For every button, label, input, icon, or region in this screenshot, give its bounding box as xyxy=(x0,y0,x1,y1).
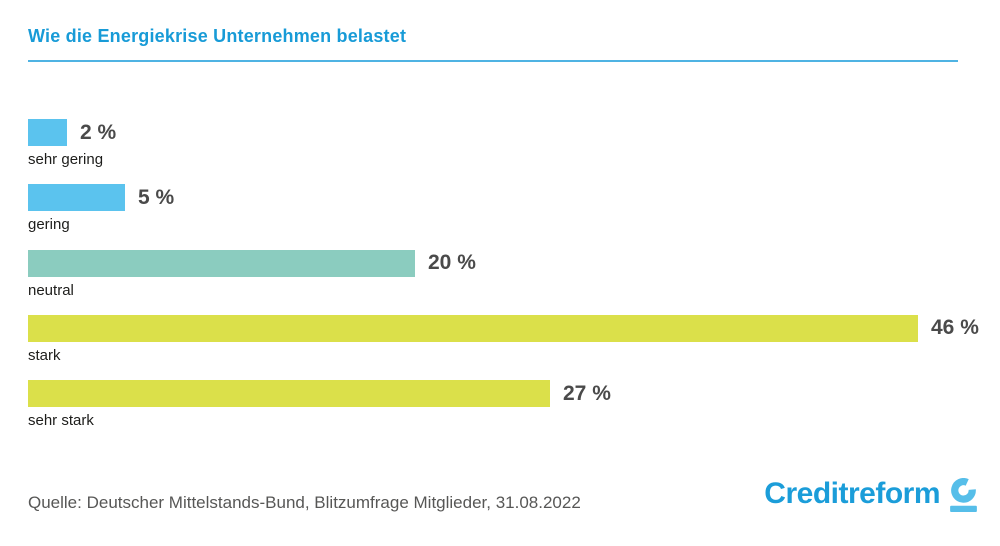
category-label: sehr gering xyxy=(28,151,104,168)
bar-row: 46 % stark xyxy=(28,314,1000,365)
category-label: gering xyxy=(28,216,70,234)
value-label: 2 % xyxy=(80,120,117,144)
bar-row: 27 % sehr stark xyxy=(28,380,1000,430)
source-text: Quelle: Deutscher Mittelstands-Bund, Bli… xyxy=(28,493,581,512)
category-label: neutral xyxy=(28,281,74,299)
value-label: 46 % xyxy=(931,316,979,340)
bar-row: 5 % gering xyxy=(28,184,1000,234)
value-label: 27 % xyxy=(563,381,611,405)
bar-row: 2 % sehr gering xyxy=(28,119,1000,169)
bar xyxy=(28,184,125,212)
bar xyxy=(28,314,918,342)
category-label: sehr stark xyxy=(28,412,94,429)
value-label: 5 % xyxy=(138,185,175,209)
logo-text: Creditreform xyxy=(764,477,940,510)
value-label: 20 % xyxy=(428,251,476,274)
page-title: Wie die Energiekrise Unternehmen belaste… xyxy=(28,26,407,46)
category-label: stark xyxy=(28,346,61,364)
creditreform-c-icon xyxy=(950,478,977,512)
bar xyxy=(28,249,415,277)
creditreform-logo: Creditreform xyxy=(764,477,977,513)
bar xyxy=(28,119,67,146)
title-divider xyxy=(28,60,958,62)
bar-row: 20 % neutral xyxy=(28,249,1000,300)
bar xyxy=(28,380,550,407)
